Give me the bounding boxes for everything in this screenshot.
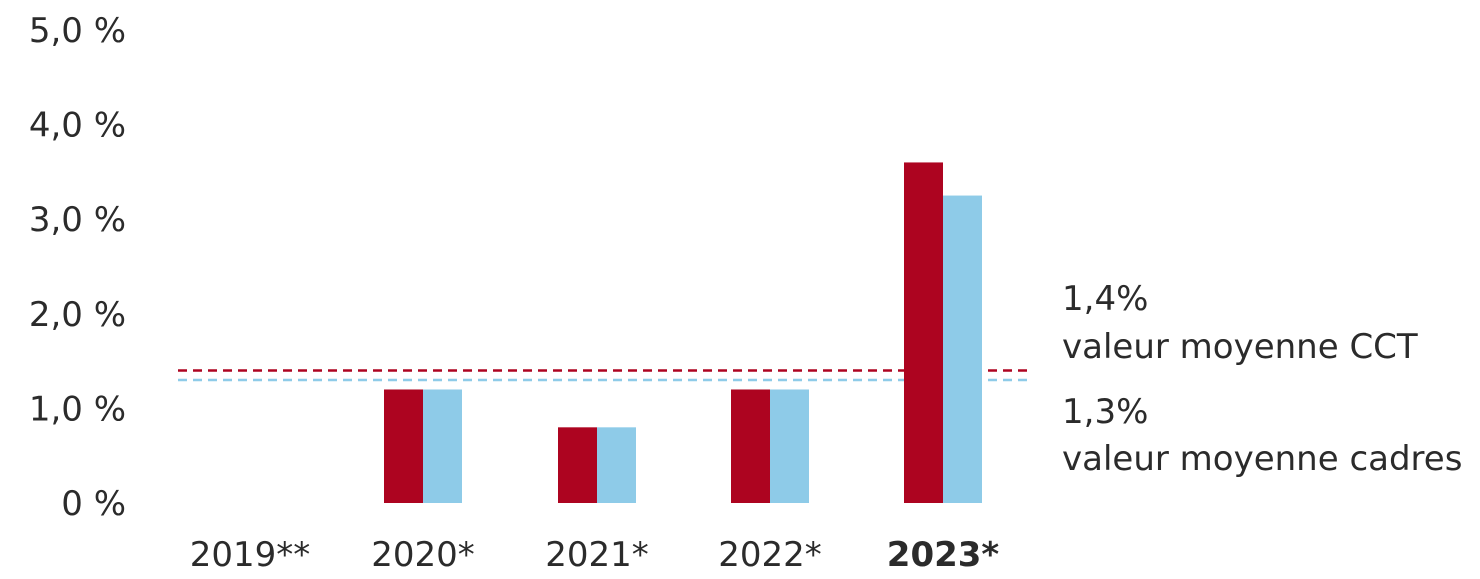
y-tick-label-1: 1,0 % (29, 389, 126, 429)
y-tick-label-5: 5,0 % (29, 11, 126, 51)
x-tick-label-1: 2020* (371, 535, 475, 575)
bar-1-0 (384, 389, 423, 503)
x-tick-label-2: 2021* (545, 535, 649, 575)
bar-3-1 (770, 389, 809, 503)
bar-3-0 (731, 389, 770, 503)
x-tick-label-4: 2023* (887, 535, 1000, 575)
y-tick-label-2: 2,0 % (29, 295, 126, 335)
bar-4-0 (904, 162, 943, 503)
y-tick-label-4: 4,0 % (29, 106, 126, 146)
x-tick-label-0: 2019** (190, 535, 311, 575)
y-tick-label-3: 3,0 % (29, 200, 126, 240)
reference-label-0: valeur moyenne CCT (1062, 327, 1418, 367)
y-axis-ticks: 0 % 1,0 % 2,0 % 3,0 % 4,0 % 5,0 % (29, 11, 126, 524)
x-axis-categories: 2019** 2020* 2021* 2022* 2023* (190, 535, 1000, 575)
bar-2-0 (558, 427, 597, 503)
y-tick-label-0: 0 % (61, 484, 126, 524)
reference-labels: 1,4% valeur moyenne CCT 1,3% valeur moyenne… (1062, 279, 1462, 479)
bar-2-1 (597, 427, 636, 503)
bar-4-1 (943, 195, 982, 504)
reference-value-0: 1,4% (1062, 279, 1148, 319)
reference-value-1: 1,3% (1062, 392, 1148, 432)
reference-label-1: valeur moyenne cadres (1062, 439, 1462, 479)
bar-1-1 (423, 389, 462, 503)
x-tick-label-3: 2022* (718, 535, 822, 575)
reference-lines (178, 369, 1032, 382)
bars (384, 162, 982, 504)
